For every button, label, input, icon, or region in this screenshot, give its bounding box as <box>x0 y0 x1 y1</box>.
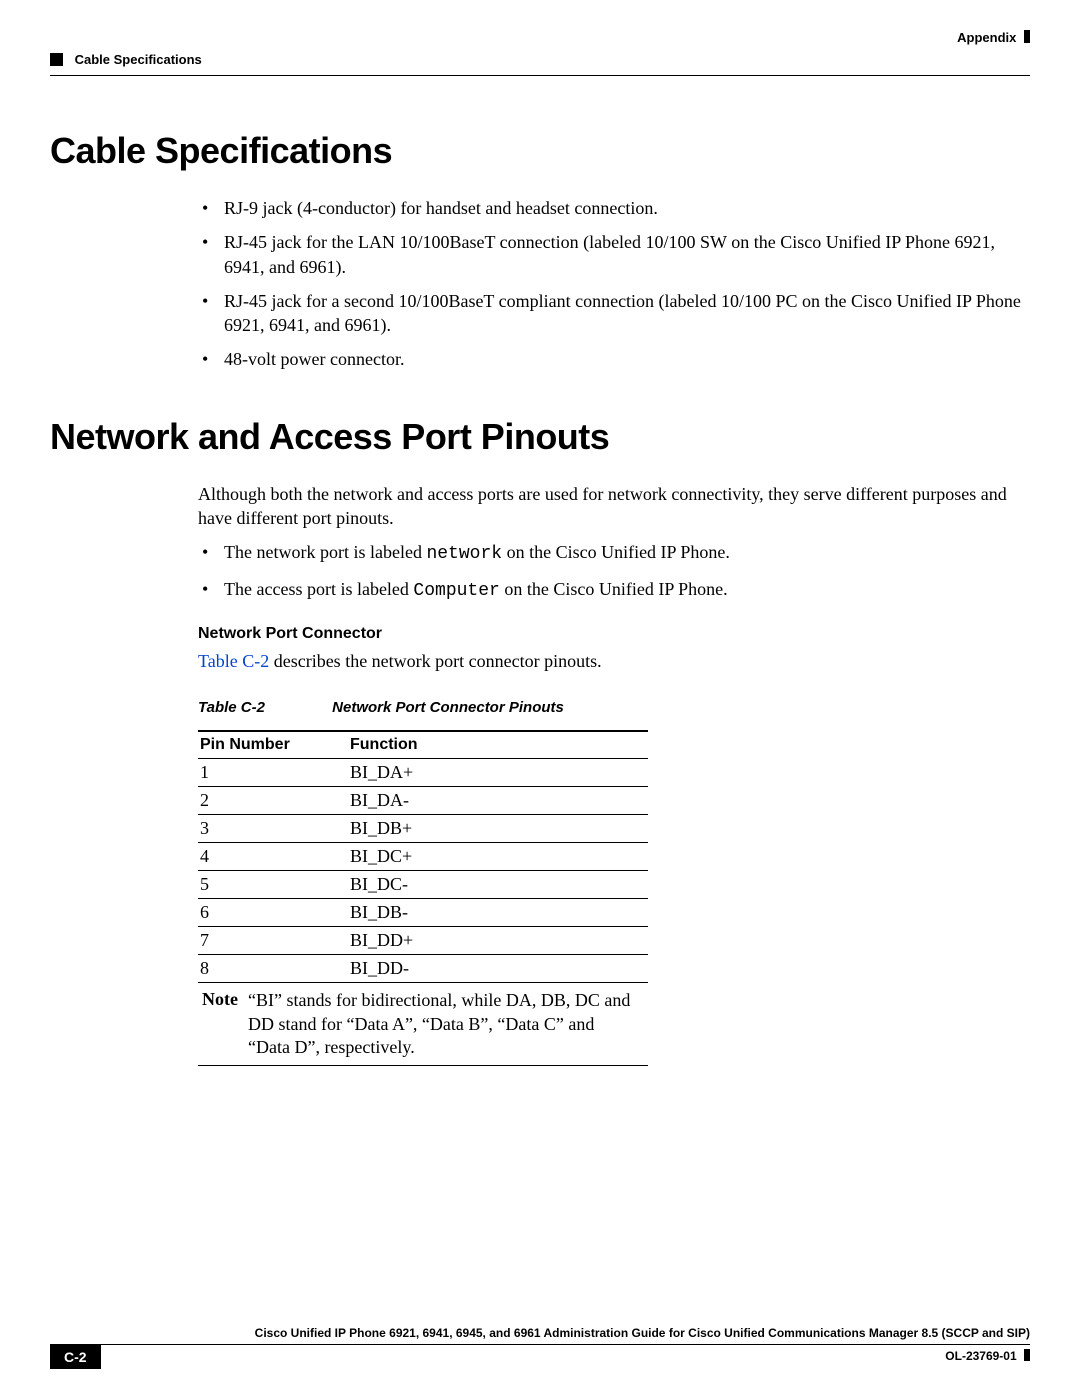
pinouts-bullets: The network port is labeled network on t… <box>198 540 1030 603</box>
bullet-text-pre: The network port is labeled <box>224 542 426 562</box>
header-right-text: Appendix <box>957 30 1016 45</box>
cell-pin-number: 2 <box>198 787 348 815</box>
code-text: Computer <box>413 581 499 601</box>
table-row: 6BI_DB- <box>198 899 648 927</box>
pinout-table: Pin Number Function 1BI_DA+2BI_DA-3BI_DB… <box>198 730 648 1066</box>
table-header-row: Pin Number Function <box>198 731 648 759</box>
cell-pin-number: 7 <box>198 927 348 955</box>
table-caption: Table C-2 Network Port Connector Pinouts <box>198 699 1030 716</box>
bullet-text-pre: The access port is labeled <box>224 579 413 599</box>
list-item: RJ-9 jack (4-conductor) for handset and … <box>198 196 1030 220</box>
pinouts-intro: Although both the network and access por… <box>198 482 1030 531</box>
table-ref-paragraph: Table C-2 describes the network port con… <box>198 649 1030 673</box>
doc-id-bar-icon <box>1024 1349 1030 1361</box>
table-ref-rest: describes the network port connector pin… <box>269 651 601 671</box>
heading-network-access-pinouts: Network and Access Port Pinouts <box>50 416 1030 458</box>
cell-pin-number: 1 <box>198 759 348 787</box>
col-header-pin: Pin Number <box>198 731 348 759</box>
list-item: RJ-45 jack for a second 10/100BaseT comp… <box>198 289 1030 338</box>
cell-function: BI_DB- <box>348 899 648 927</box>
table-link[interactable]: Table C-2 <box>198 651 269 671</box>
list-item: The network port is labeled network on t… <box>198 540 1030 566</box>
cell-function: BI_DC+ <box>348 843 648 871</box>
pinout-tbody: 1BI_DA+2BI_DA-3BI_DB+4BI_DC+5BI_DC-6BI_D… <box>198 759 648 983</box>
table-row: 4BI_DC+ <box>198 843 648 871</box>
footer-doc-title: Cisco Unified IP Phone 6921, 6941, 6945,… <box>50 1324 1030 1344</box>
table-note-row: Note “BI” stands for bidirectional, whil… <box>198 983 648 1066</box>
page-footer: Cisco Unified IP Phone 6921, 6941, 6945,… <box>50 1324 1030 1373</box>
cell-function: BI_DC- <box>348 871 648 899</box>
cell-function: BI_DA+ <box>348 759 648 787</box>
table-row: 5BI_DC- <box>198 871 648 899</box>
cell-pin-number: 6 <box>198 899 348 927</box>
cable-spec-body: RJ-9 jack (4-conductor) for handset and … <box>198 196 1030 372</box>
cell-function: BI_DA- <box>348 787 648 815</box>
header-square-icon <box>50 53 63 66</box>
table-row: 1BI_DA+ <box>198 759 648 787</box>
page-header: Appendix Cable Specifications <box>50 30 1030 76</box>
list-item: 48-volt power connector. <box>198 347 1030 371</box>
table-row: 8BI_DD- <box>198 955 648 983</box>
cell-pin-number: 3 <box>198 815 348 843</box>
col-header-function: Function <box>348 731 648 759</box>
subheading-network-port-connector: Network Port Connector <box>198 625 1030 643</box>
table-row: 3BI_DB+ <box>198 815 648 843</box>
cell-function: BI_DD- <box>348 955 648 983</box>
cable-spec-bullets: RJ-9 jack (4-conductor) for handset and … <box>198 196 1030 372</box>
doc-id-text: OL-23769-01 <box>945 1349 1016 1363</box>
header-left-text: Cable Specifications <box>75 52 202 67</box>
footer-doc-id: OL-23769-01 <box>945 1349 1030 1363</box>
cell-pin-number: 8 <box>198 955 348 983</box>
table-caption-title: Network Port Connector Pinouts <box>332 699 564 716</box>
heading-cable-specifications: Cable Specifications <box>50 130 1030 172</box>
header-right-bar-icon <box>1024 30 1030 43</box>
pinouts-body: Although both the network and access por… <box>198 482 1030 1067</box>
cell-pin-number: 5 <box>198 871 348 899</box>
table-row: 2BI_DA- <box>198 787 648 815</box>
note-text: “BI” stands for bidirectional, while DA,… <box>246 986 640 1062</box>
footer-bottom: C-2 OL-23769-01 <box>50 1345 1030 1373</box>
list-item: RJ-45 jack for the LAN 10/100BaseT conne… <box>198 230 1030 279</box>
cell-function: BI_DB+ <box>348 815 648 843</box>
code-text: network <box>426 544 502 564</box>
table-note-cell: Note “BI” stands for bidirectional, whil… <box>198 983 648 1066</box>
note-label: Note <box>200 986 246 1062</box>
page-number-box: C-2 <box>50 1345 101 1369</box>
table-caption-number: Table C-2 <box>198 699 328 716</box>
bullet-text-post: on the Cisco Unified IP Phone. <box>500 579 728 599</box>
header-appendix-label: Appendix <box>957 30 1030 45</box>
list-item: The access port is labeled Computer on t… <box>198 577 1030 603</box>
table-row: 7BI_DD+ <box>198 927 648 955</box>
header-section-label: Cable Specifications <box>50 52 202 67</box>
cell-function: BI_DD+ <box>348 927 648 955</box>
cell-pin-number: 4 <box>198 843 348 871</box>
bullet-text-post: on the Cisco Unified IP Phone. <box>502 542 730 562</box>
